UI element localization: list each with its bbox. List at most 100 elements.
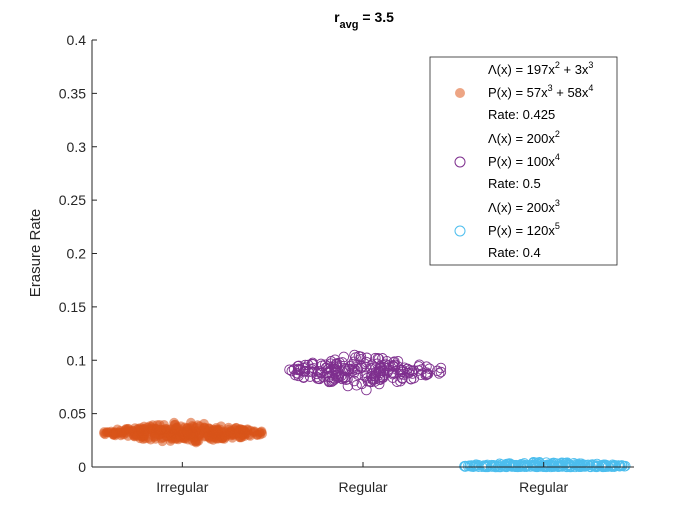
data-point [350,352,361,363]
y-tick-label: 0.2 [67,246,87,262]
series-1-points [99,417,268,448]
y-tick-label: 0.15 [59,299,86,315]
data-point [182,428,193,439]
data-point [294,364,306,376]
legend-entry-3-line-2: P(x) = 120x5 [488,221,560,238]
data-point [348,375,360,387]
data-point [306,366,318,377]
data-point [550,460,562,471]
data-point [469,460,480,472]
legend-marker-2 [454,156,466,168]
data-point [421,361,432,372]
data-point [383,365,394,377]
data-point [324,375,335,387]
x-tick-label: Regular [519,479,568,495]
data-point [491,460,502,471]
data-point [307,359,319,370]
data-point [342,373,353,385]
legend-entry-2-line-1: Λ(x) = 200x2 [488,129,560,146]
legend-marker-3 [454,225,466,237]
data-point [587,459,598,470]
data-point [614,460,625,472]
data-point [470,459,482,470]
data-point [382,360,394,371]
data-point [199,418,209,429]
y-tick-label: 0.25 [59,192,86,208]
x-tick-label: Irregular [156,479,208,495]
data-point [315,358,327,370]
x-tick-label: Regular [338,479,387,495]
data-point [298,371,309,383]
data-point [395,365,406,376]
data-point [207,431,217,442]
data-point [255,429,265,440]
x-axis-ticks: Irregular Regular Regular [156,462,569,495]
y-axis-ticks: 0 0.05 0.1 0.15 0.2 0.25 0.3 0.35 0.4 [59,32,97,475]
data-point [348,363,359,374]
data-point [361,356,372,368]
data-point [235,424,246,434]
data-point [583,459,594,471]
y-tick-label: 0.1 [67,352,87,368]
data-point [435,362,447,374]
data-point [370,352,381,364]
data-point [362,375,374,387]
data-point [421,368,433,380]
legend-entry-1-line-2: P(x) = 57x3 + 58x4 [488,83,593,100]
data-point [323,363,334,375]
data-point [155,425,166,435]
data-point [424,363,435,374]
data-point [433,368,445,379]
data-point [607,460,619,472]
data-point [508,460,520,472]
data-point [587,460,599,471]
legend-entry-3-line-3: Rate: 0.4 [488,245,541,260]
data-point [108,429,119,440]
data-point [330,366,341,378]
data-point [571,459,583,470]
y-tick-label: 0.3 [67,139,87,155]
data-point [170,419,180,430]
data-point [132,431,143,441]
data-point [323,371,335,383]
legend: Λ(x) = 197x2 + 3x3 P(x) = 57x3 + 58x4 Rate… [429,56,618,266]
data-point [548,458,560,469]
data-point [329,373,340,385]
data-point [466,460,477,471]
data-point [420,370,432,381]
data-point [405,373,417,385]
legend-marker-1 [455,88,465,98]
data-point [391,376,403,387]
legend-entry-1-line-1: Λ(x) = 197x2 + 3x3 [488,60,593,77]
data-point [361,384,372,396]
data-point [165,436,176,446]
data-point [397,373,408,384]
data-point [387,360,398,371]
data-point [432,365,443,377]
series-2-points [284,349,447,396]
data-point [501,458,513,470]
data-point [366,359,378,370]
data-point [414,359,425,370]
chart-title: ravg = 3.5 [334,9,394,31]
data-point [377,372,389,384]
data-point [348,356,360,367]
legend-entry-3-line-1: Λ(x) = 200x3 [488,198,560,215]
legend-entry-2-line-3: Rate: 0.5 [488,176,541,191]
data-point [100,429,110,440]
y-tick-label: 0.05 [59,406,86,422]
data-point [220,432,231,443]
y-tick-label: 0 [78,459,86,475]
y-tick-label: 0.35 [59,85,86,101]
data-points [99,349,631,473]
data-point [359,358,370,369]
data-point [349,367,360,378]
data-point [337,357,348,368]
data-point [415,369,427,381]
legend-entry-2-line-2: P(x) = 100x4 [488,152,560,169]
data-point [505,460,517,471]
data-point [338,351,350,363]
legend-entry-1-line-3: Rate: 0.425 [488,107,555,122]
data-point [293,370,304,382]
